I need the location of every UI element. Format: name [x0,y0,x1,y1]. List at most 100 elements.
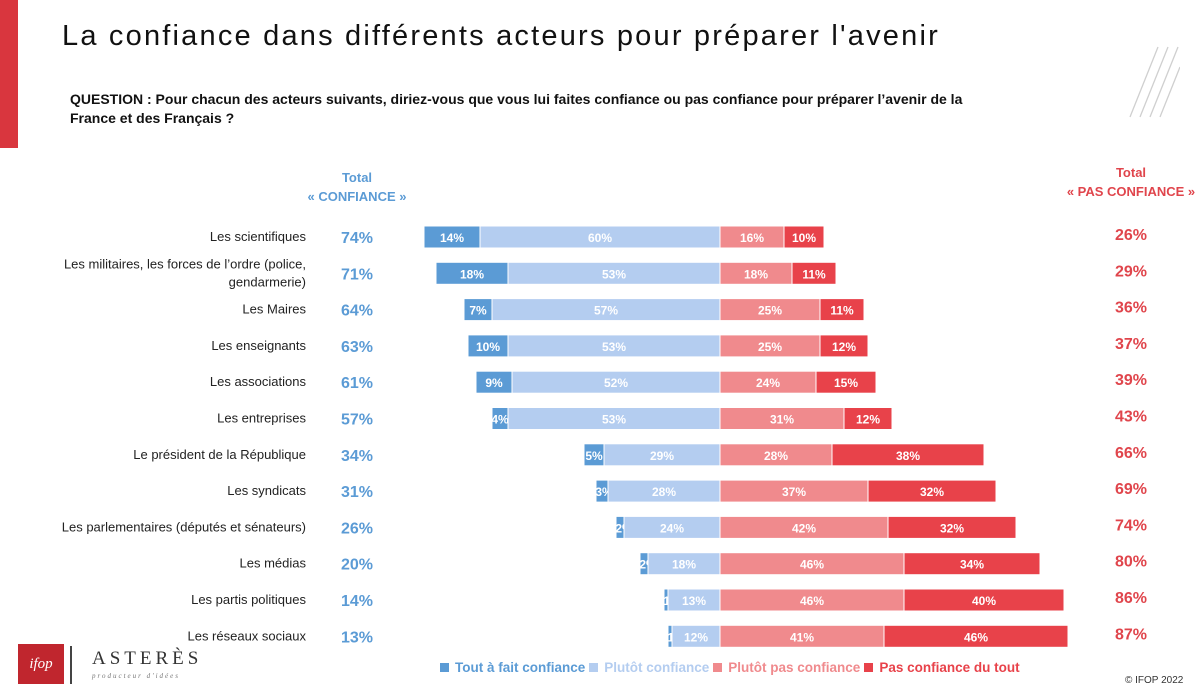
category-label: Les associations [210,374,307,389]
legend-item: Plutôt pas confiance [713,660,860,675]
category-label: Les syndicats [227,483,306,498]
data-label: 25% [758,304,782,318]
data-label: 32% [940,521,964,535]
data-label: 24% [660,521,684,535]
header-total-confiance-line2: « CONFIANCE » [307,189,407,204]
header-total-confiance-line1: Total [341,170,373,185]
data-label: 15% [834,376,858,390]
data-label: 42% [792,521,816,535]
total-confiance-value: 61% [341,375,373,392]
data-label: 10% [792,231,816,245]
data-label: 57% [594,304,618,318]
total-confiance-value: 26% [341,520,373,537]
bar-segment [867,479,997,503]
data-label: 5% [585,449,603,463]
ifop-logo: ifop [18,644,64,684]
legend-swatch [864,663,874,672]
total-pas-confiance-value: 29% [1115,263,1147,280]
data-label: 18% [672,558,696,572]
legend-item: Pas confiance du tout [864,660,1020,675]
data-label: 34% [960,558,984,572]
data-label: 11% [830,304,854,318]
total-confiance-value: 64% [341,303,373,320]
category-label: Le président de la République [133,447,306,462]
total-confiance-value: 71% [341,266,373,283]
legend-swatch [440,663,449,672]
legend-swatch [713,663,723,672]
header-total-confiance: Total « CONFIANCE » [292,168,422,206]
total-confiance-value: 63% [341,339,373,356]
category-label: Les parlementaires (députés et sénateurs… [62,519,306,534]
data-label: 31% [770,413,794,427]
total-pas-confiance-value: 43% [1115,409,1147,426]
data-label: 38% [896,449,920,463]
total-pas-confiance-value: 86% [1115,590,1147,607]
data-label: 9% [485,376,503,390]
total-pas-confiance-value: 37% [1115,336,1147,353]
category-label: Les réseaux sociaux [187,628,306,643]
total-pas-confiance-value: 74% [1115,517,1147,534]
copyright: © IFOP 2022 [1125,675,1184,686]
bar-segment [887,515,1017,539]
bar-segment [831,443,985,467]
data-label: 37% [782,485,806,499]
total-confiance-value: 13% [341,629,373,646]
data-label: 53% [602,340,626,354]
bar-segment [903,552,1041,576]
accent-bar [0,0,18,148]
data-label: 14% [440,231,464,245]
data-label: 7% [469,304,487,318]
bar-segment [819,298,865,322]
asteres-tagline: producteur d'idées [92,672,180,680]
total-confiance-value: 57% [341,412,373,429]
legend-swatch [589,663,599,672]
legend-label: Plutôt pas confiance [728,660,861,675]
logo-separator [70,646,72,684]
total-pas-confiance-value: 87% [1115,626,1147,643]
asteres-logo: ASTERÈS [92,648,203,669]
legend-label: Pas confiance du tout [879,660,1020,675]
bar-segment [843,407,893,430]
bar-segment [883,624,1069,648]
bar-segment [783,225,825,249]
header-total-pas-confiance-line2: « PAS CONFIANCE » [1066,184,1196,199]
header-total-pas-confiance-line1: Total [1115,165,1147,180]
data-label: 18% [460,267,484,281]
total-confiance-value: 34% [341,448,373,465]
data-label: 25% [758,340,782,354]
data-label: 53% [602,413,626,427]
data-label: 52% [604,376,628,390]
data-label: 60% [588,231,612,245]
total-confiance-value: 14% [341,593,373,610]
total-pas-confiance-value: 39% [1115,372,1147,389]
category-label: Les entreprises [217,411,306,426]
legend-item: Plutôt confiance [589,660,709,675]
total-pas-confiance-value: 26% [1115,227,1147,244]
decorative-stripes [1129,46,1180,118]
total-pas-confiance-value: 36% [1115,300,1147,317]
page-title: La confiance dans différents acteurs pou… [62,20,940,52]
data-label: 28% [652,485,676,499]
total-pas-confiance-value: 80% [1115,554,1147,571]
total-pas-confiance-value: 66% [1115,445,1147,462]
total-confiance-value: 74% [341,230,373,247]
data-label: 40% [972,594,996,608]
data-label: 32% [920,485,944,499]
category-label: Les partis politiques [191,592,306,607]
data-label: 4% [491,413,509,427]
bar-segment [819,334,869,358]
category-label: Les militaires, les forces de l’ordre (p… [64,256,306,271]
data-label: 10% [476,340,500,354]
total-pas-confiance-value: 69% [1115,481,1147,498]
question-text: QUESTION : Pour chacun des acteurs suiva… [70,91,963,126]
bar-segment [815,370,877,394]
category-label: Les scientifiques [210,229,307,244]
data-label: 12% [684,630,708,644]
data-label: 46% [800,594,824,608]
data-label: 29% [650,449,674,463]
data-label: 41% [790,630,814,644]
data-label: 12% [832,340,856,354]
total-confiance-value: 20% [341,557,373,574]
category-label: gendarmerie) [229,274,306,289]
